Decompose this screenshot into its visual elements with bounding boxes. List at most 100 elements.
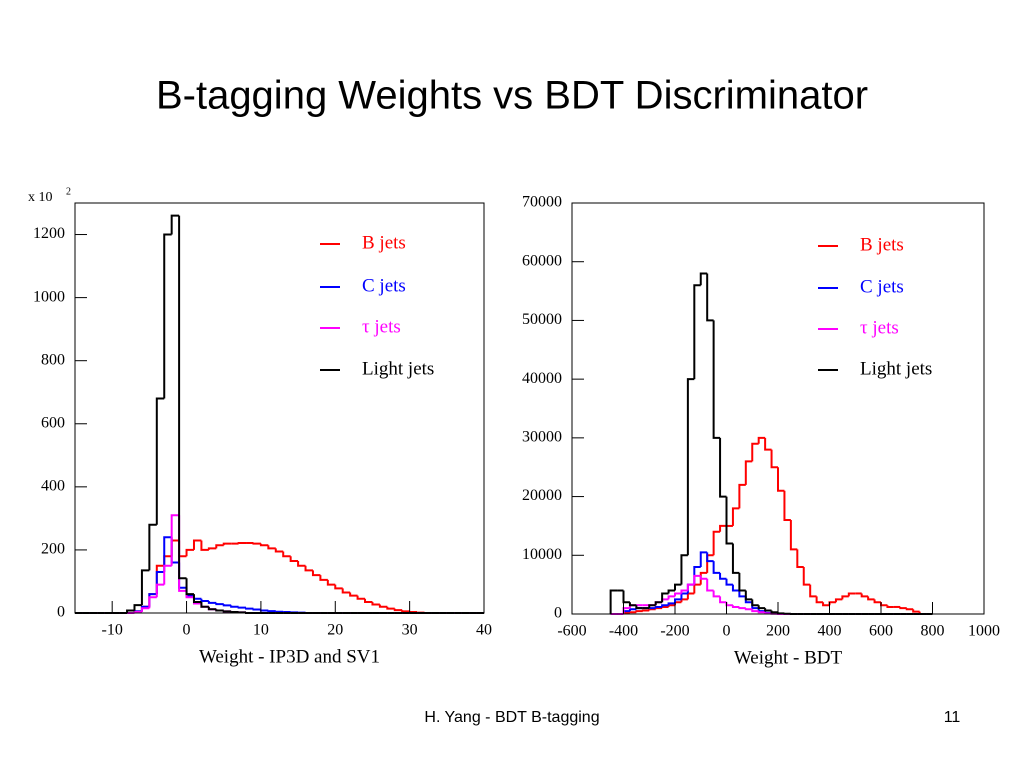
histogram-bin xyxy=(222,604,232,607)
histogram-bin xyxy=(237,606,247,609)
histogram-bin xyxy=(686,592,695,600)
histogram-bin xyxy=(699,571,708,585)
x-tick-label: 20 xyxy=(327,622,343,639)
histogram-bin xyxy=(738,572,746,592)
histogram-bin xyxy=(757,436,766,444)
histogram-bin xyxy=(693,574,701,585)
histogram-bin xyxy=(222,542,232,546)
histogram-bin xyxy=(764,437,772,451)
histogram-bin xyxy=(667,604,675,607)
x-tick-label: -200 xyxy=(660,623,689,640)
histogram-bin xyxy=(230,611,239,614)
histogram-bin xyxy=(334,584,343,590)
histogram-bin xyxy=(719,524,727,532)
histogram-bin xyxy=(712,590,721,598)
histogram-bin xyxy=(822,602,830,607)
legend-label: Light jets xyxy=(860,358,932,379)
histogram-bin xyxy=(155,564,165,595)
x-tick-label: 10 xyxy=(253,622,269,639)
histogram-bin xyxy=(777,467,785,492)
histogram-bin xyxy=(163,233,172,399)
histogram-bin xyxy=(661,605,669,609)
histogram-bin xyxy=(252,608,261,611)
x-tick-label: 800 xyxy=(921,623,945,640)
plot-frame xyxy=(571,202,985,615)
histogram-bin xyxy=(744,590,753,601)
histogram-bin xyxy=(764,608,772,612)
histogram-bin xyxy=(667,589,675,594)
histogram-bin xyxy=(237,541,247,544)
histogram-bin xyxy=(706,552,714,563)
histogram-bin xyxy=(155,583,165,598)
y-tick-label: 70000 xyxy=(522,194,562,211)
histogram-bin xyxy=(712,320,721,439)
histogram-bin xyxy=(170,539,180,557)
histogram-bin xyxy=(880,602,888,607)
histogram-bin xyxy=(654,605,663,609)
histogram-bin xyxy=(699,551,708,568)
slide-title: B-tagging Weights vs BDT Discriminator xyxy=(156,74,868,118)
legend-label: B jets xyxy=(362,232,406,253)
y-tick-label: 1000 xyxy=(33,288,65,305)
histogram-bin xyxy=(809,584,817,598)
histogram-bin xyxy=(815,596,824,604)
histogram-bin xyxy=(725,602,733,607)
histogram-bin xyxy=(912,609,920,613)
histogram-bin xyxy=(170,514,180,566)
histogram-bin xyxy=(738,483,746,509)
histogram-bin xyxy=(155,571,165,595)
histogram-bin xyxy=(126,609,135,613)
histogram-bin xyxy=(731,584,740,592)
histogram-bin xyxy=(834,598,843,603)
x-axis-label: Weight - BDT xyxy=(734,647,843,668)
histogram-bin xyxy=(274,548,284,553)
histogram-bin xyxy=(178,215,187,580)
histogram-bin xyxy=(680,598,688,603)
legend-label: C jets xyxy=(860,276,904,297)
histogram-bin xyxy=(200,540,209,551)
histogram-bin xyxy=(712,530,721,556)
y-multiplier-exp: 2 xyxy=(66,186,71,197)
histogram-bin xyxy=(686,583,695,591)
histogram-bin xyxy=(364,598,373,603)
histogram-bin xyxy=(731,543,740,574)
x-tick-label: 1000 xyxy=(968,623,1000,640)
histogram-bin xyxy=(178,515,187,592)
histogram-bin xyxy=(719,596,727,604)
histogram-bin xyxy=(674,583,682,591)
histogram-bin xyxy=(297,560,306,567)
histogram-bin xyxy=(661,604,669,607)
histogram-bin xyxy=(686,378,695,556)
histogram-bin xyxy=(282,551,291,558)
legend-label: τ jets xyxy=(860,317,899,338)
histogram-bin xyxy=(628,602,637,607)
histogram-bin xyxy=(207,601,217,604)
histogram-bin xyxy=(719,572,727,580)
histogram-bin xyxy=(178,562,187,589)
histogram-bin xyxy=(628,611,637,614)
histogram-bin xyxy=(680,554,688,585)
y-tick-label: 30000 xyxy=(522,429,562,446)
legend-label: Light jets xyxy=(362,358,434,379)
x-tick-label: 200 xyxy=(766,623,790,640)
histogram-bin xyxy=(777,612,785,615)
histogram-bin xyxy=(386,606,395,610)
histogram-bin xyxy=(163,564,172,585)
histogram-bin xyxy=(886,605,894,608)
histogram-bin xyxy=(867,596,875,601)
x-tick-label: 400 xyxy=(818,623,842,640)
x-tick-label: 30 xyxy=(402,622,418,639)
histogram-bin xyxy=(796,549,804,569)
y-tick-label: 400 xyxy=(41,478,65,495)
histogram-bin xyxy=(731,507,740,526)
plot-frame xyxy=(74,202,485,614)
histogram-bin xyxy=(648,604,656,609)
histogram-bin xyxy=(230,605,239,608)
histogram-bin xyxy=(215,544,224,549)
histogram-bin xyxy=(757,605,766,610)
histogram-bin xyxy=(289,556,299,562)
histogram-bin xyxy=(192,595,202,600)
legend-label: B jets xyxy=(860,234,904,255)
histogram-bin xyxy=(393,608,403,612)
histogram-bin xyxy=(207,606,217,611)
